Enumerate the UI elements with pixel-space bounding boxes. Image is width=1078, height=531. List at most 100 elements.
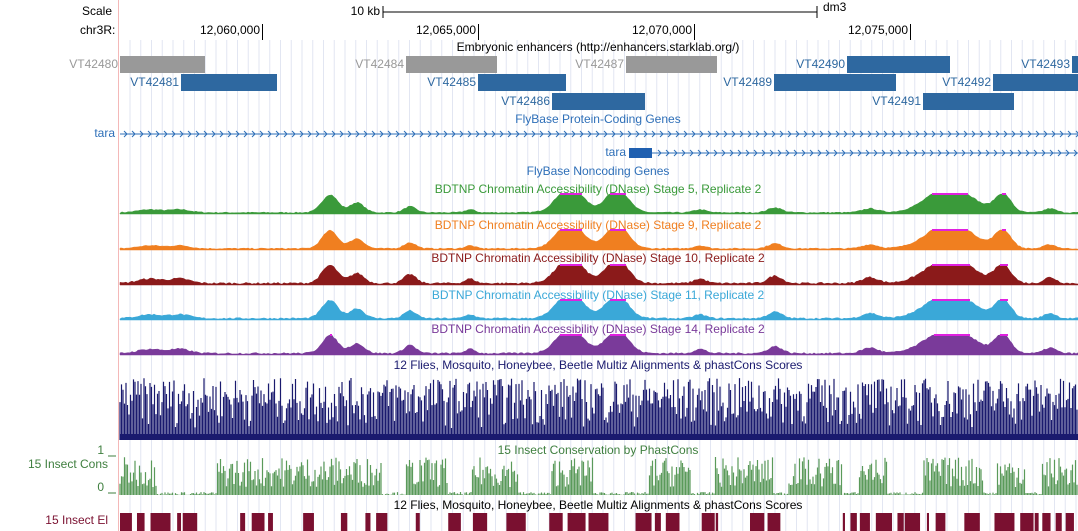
signal-cap — [612, 334, 614, 336]
element — [588, 513, 609, 531]
strand-arrow — [123, 130, 128, 138]
enhancer-box — [774, 74, 896, 91]
strand-arrow — [323, 130, 328, 138]
enhancer-label: VT42486 — [501, 94, 550, 108]
signal-cap — [574, 193, 576, 195]
strand-arrow — [993, 149, 998, 157]
signal-cap — [610, 334, 612, 336]
ruler-position: 12,075,000 — [848, 23, 908, 37]
strand-arrow — [427, 130, 432, 138]
enhancer-label: VT42490 — [796, 57, 845, 71]
strand-arrow — [867, 130, 872, 138]
strand-arrow — [753, 149, 758, 157]
strand-arrow — [793, 149, 798, 157]
track-title: Embryonic enhancers (http://enhancers.st… — [457, 40, 740, 54]
element — [303, 513, 314, 531]
signal-cap — [962, 299, 964, 301]
signal-cap — [958, 229, 960, 231]
strand-arrow — [955, 130, 960, 138]
strand-arrow — [355, 130, 360, 138]
strand-arrow — [835, 130, 840, 138]
strand-arrow — [131, 130, 136, 138]
signal-cap — [946, 229, 948, 231]
strand-arrow — [171, 130, 176, 138]
signal-cap — [622, 193, 624, 195]
enhancer-label: VT42484 — [355, 57, 404, 71]
strand-arrow — [771, 130, 776, 138]
signal-cap — [616, 334, 618, 336]
track-title: 12 Flies, Mosquito, Honeybee, Beetle Mul… — [394, 358, 803, 372]
strand-arrow — [651, 130, 656, 138]
strand-arrow — [1009, 149, 1014, 157]
enhancer-label: VT42491 — [872, 94, 921, 108]
signal-cap — [580, 299, 582, 301]
signal-cap — [942, 193, 944, 195]
signal-cap — [614, 299, 616, 301]
signal-cap — [572, 229, 574, 231]
signal-cap — [960, 334, 962, 336]
strand-arrow — [875, 130, 880, 138]
track-title: BDTNP Chromatin Accessibility (DNase) St… — [431, 251, 765, 265]
signal-cap — [948, 264, 950, 266]
signal-cap — [562, 193, 564, 195]
strand-arrow — [1011, 130, 1016, 138]
track-title: 12 Flies, Mosquito, Honeybee, Beetle Mul… — [394, 498, 803, 512]
strand-arrow — [747, 130, 752, 138]
element — [994, 513, 1015, 531]
signal-cap — [616, 229, 618, 231]
signal-cap — [946, 299, 948, 301]
strand-arrow — [275, 130, 280, 138]
strand-arrow — [219, 130, 224, 138]
signal-cap — [580, 264, 582, 266]
strand-arrow — [1057, 149, 1062, 157]
element — [567, 513, 586, 531]
strand-arrow — [939, 130, 944, 138]
signal-cap — [934, 229, 936, 231]
strand-arrow — [905, 149, 910, 157]
signal-cap — [622, 299, 624, 301]
signal-cap — [578, 229, 580, 231]
strand-arrow — [299, 130, 304, 138]
signal-cap — [624, 193, 626, 195]
signal-cap — [616, 193, 618, 195]
strand-arrow — [763, 130, 768, 138]
strand-arrow — [969, 149, 974, 157]
signal-cap — [572, 193, 574, 195]
strand-arrow — [803, 130, 808, 138]
signal-cap — [940, 264, 942, 266]
signal-cap — [580, 193, 582, 195]
signal-cap — [940, 334, 942, 336]
strand-arrow — [889, 149, 894, 157]
signal-cap — [942, 229, 944, 231]
strand-arrow — [787, 130, 792, 138]
element — [472, 513, 488, 531]
signal-cap — [944, 334, 946, 336]
signal-cap — [966, 334, 968, 336]
element — [177, 513, 182, 531]
signal-cap — [932, 264, 934, 266]
strand-arrow — [779, 130, 784, 138]
strand-arrow — [1059, 130, 1064, 138]
track-title: BDTNP Chromatin Accessibility (DNase) St… — [431, 322, 765, 336]
signal-cap — [560, 229, 562, 231]
signal-cap — [620, 334, 622, 336]
strand-arrow — [699, 130, 704, 138]
strand-arrow — [331, 130, 336, 138]
strand-arrow — [985, 149, 990, 157]
signal-cap — [936, 334, 938, 336]
signal-cap — [570, 193, 572, 195]
strand-arrow — [259, 130, 264, 138]
enhancer-label: VT42487 — [575, 57, 624, 71]
signal-cap — [1004, 264, 1006, 266]
signal-cap — [952, 299, 954, 301]
strand-arrow — [755, 130, 760, 138]
strand-arrow — [1035, 130, 1040, 138]
strand-arrow — [483, 130, 488, 138]
signal-cap — [952, 264, 954, 266]
signal-cap — [580, 334, 582, 336]
strand-arrow — [579, 130, 584, 138]
signal-cap — [560, 193, 562, 195]
signal-cap — [948, 299, 950, 301]
signal-cap — [568, 193, 570, 195]
enhancer-label: VT42481 — [130, 75, 179, 89]
